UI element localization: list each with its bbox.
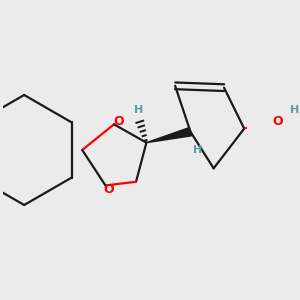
Text: H: H bbox=[290, 105, 300, 115]
Polygon shape bbox=[244, 118, 268, 129]
Text: O: O bbox=[272, 115, 283, 128]
Text: O: O bbox=[103, 183, 114, 196]
Text: H: H bbox=[193, 145, 203, 155]
Polygon shape bbox=[146, 128, 191, 143]
Text: H: H bbox=[134, 105, 144, 115]
Text: O: O bbox=[114, 116, 124, 128]
